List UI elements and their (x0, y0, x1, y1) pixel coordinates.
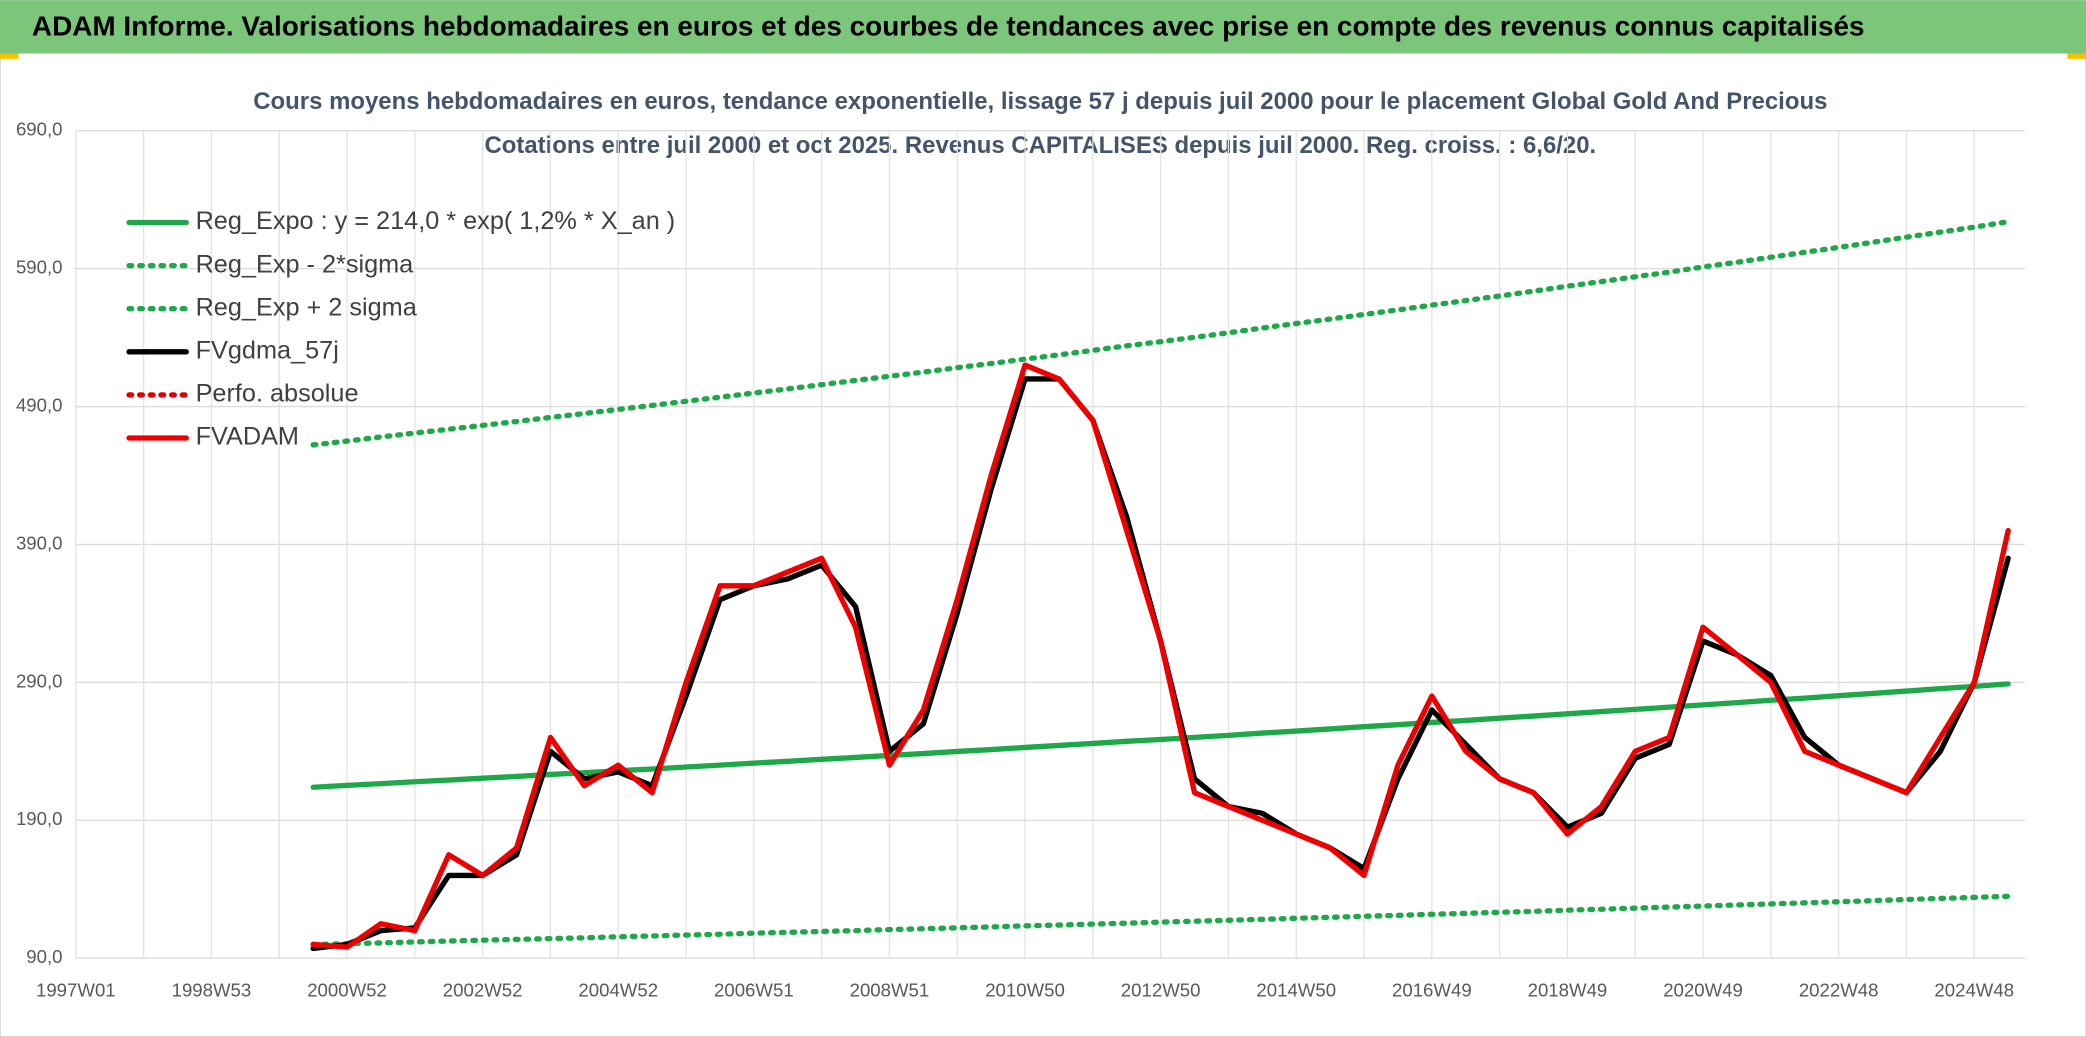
x-tick-label: 2010W50 (985, 979, 1065, 1000)
x-tick-label: 2014W50 (1256, 979, 1336, 1000)
x-tick-label: 2008W51 (850, 979, 930, 1000)
legend-label: FVgdma_57j (196, 336, 339, 364)
series-line (310, 219, 2011, 448)
grid: 90,0 190,0 290,0 390,0 490,0 590,0 690,0 1997W0… (16, 119, 2025, 1000)
legend-label: Perfo. absolue (196, 380, 359, 408)
x-tick-label: 2020W49 (1663, 979, 1743, 1000)
legend: Reg_Expo : y = 214,0 * exp( 1,2% * X_an … (126, 207, 676, 451)
series-line (310, 681, 2011, 790)
plot (310, 219, 2011, 952)
y-tick-label: 90,0 (26, 946, 62, 967)
x-tick-label: 2024W48 (1934, 979, 2014, 1000)
x-tick-label: 2018W49 (1528, 979, 1608, 1000)
x-tick-label: 2000W52 (307, 979, 387, 1000)
y-tick-label: 190,0 (16, 808, 63, 829)
x-tick-label: 2022W48 (1799, 979, 1879, 1000)
x-tick-label: 2004W52 (578, 979, 658, 1000)
legend-label: Reg_Expo : y = 214,0 * exp( 1,2% * X_an … (196, 207, 676, 235)
chart-title: Cours moyens hebdomadaires en euros, ten… (253, 88, 1827, 115)
header-title: ADAM Informe. Valorisations hebdomadaire… (32, 11, 1865, 42)
series-line (310, 893, 2011, 948)
legend-label: Reg_Exp - 2*sigma (196, 250, 415, 278)
y-tick-label: 490,0 (16, 394, 63, 415)
y-tick-label: 390,0 (16, 532, 63, 553)
series-line (310, 362, 2011, 950)
chart-subtitle: Cotations entre juil 2000 et oct 2025. R… (484, 132, 1596, 159)
corner (0, 53, 19, 59)
y-tick-label: 590,0 (16, 257, 63, 278)
header-bar (0, 0, 2086, 54)
y-tick-label: 690,0 (16, 119, 63, 140)
legend-label: FVADAM (196, 423, 299, 451)
x-tick-label: 1998W53 (172, 979, 252, 1000)
x-tick-label: 2016W49 (1392, 979, 1472, 1000)
x-tick-label: 1997W01 (36, 979, 116, 1000)
x-tick-label: 2006W51 (714, 979, 794, 1000)
x-tick-label: 2002W52 (443, 979, 523, 1000)
x-tick-label: 2012W50 (1121, 979, 1201, 1000)
legend-label: Reg_Exp + 2 sigma (196, 293, 418, 321)
y-tick-label: 290,0 (16, 670, 63, 691)
corner (2067, 53, 2086, 59)
